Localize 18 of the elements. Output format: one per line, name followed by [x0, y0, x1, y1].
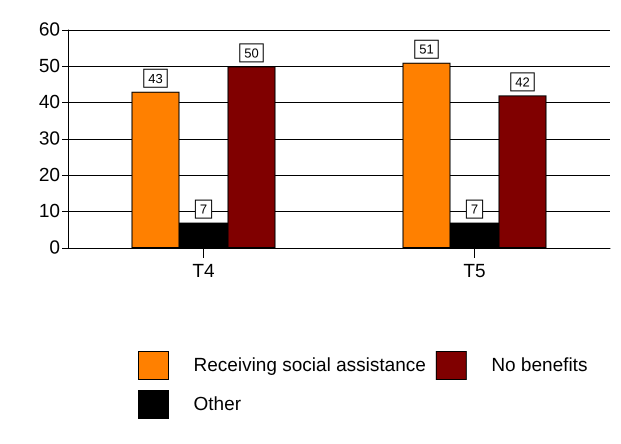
data-label: 51	[419, 42, 434, 57]
y-tick-label: 20	[38, 164, 60, 186]
x-tick-label: T4	[192, 261, 216, 282]
y-tick-label: 0	[49, 238, 60, 258]
y-tick-label: 10	[38, 201, 60, 222]
x-tick-label: T5	[463, 261, 486, 282]
data-label: 43	[148, 70, 163, 86]
legend-label: No benefits	[491, 355, 588, 376]
legend-label: Receiving social assistance	[194, 355, 426, 376]
data-label: 50	[244, 45, 259, 60]
data-label: 7	[470, 202, 478, 217]
legend-label: Other	[194, 394, 242, 415]
data-label: 42	[515, 74, 530, 90]
data-label: 7	[200, 202, 208, 217]
y-tick-label: 40	[38, 92, 60, 114]
y-tick-label: 50	[38, 56, 60, 77]
y-tick-label: 60	[38, 20, 60, 40]
y-tick-label: 30	[38, 128, 60, 150]
